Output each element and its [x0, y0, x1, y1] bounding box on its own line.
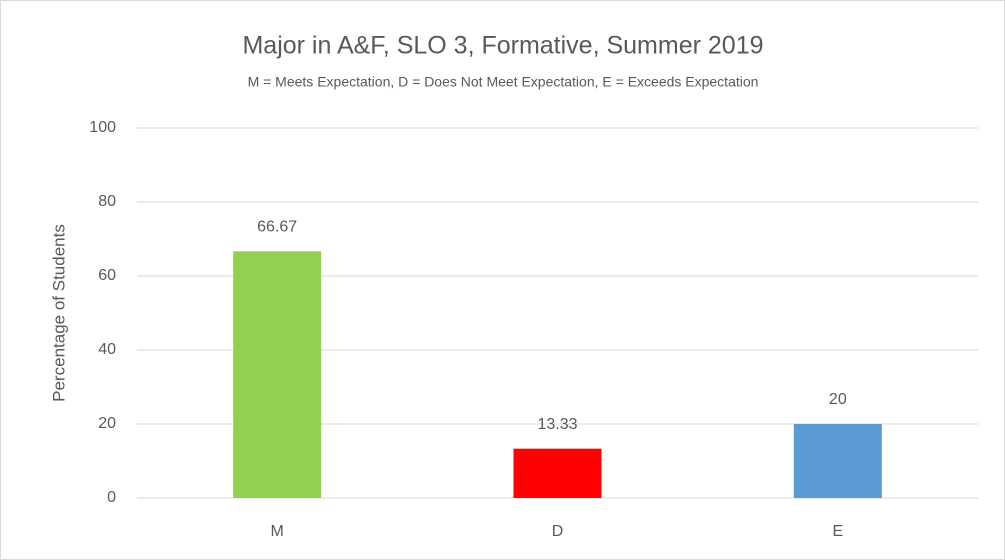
x-tick-label: E	[832, 523, 843, 540]
x-tick-label: M	[271, 523, 284, 540]
chart-title: Major in A&F, SLO 3, Formative, Summer 2…	[242, 32, 763, 60]
data-label: 20	[829, 391, 847, 408]
y-tick-label: 80	[98, 193, 116, 210]
bar	[793, 424, 882, 498]
data-label: 66.67	[257, 219, 297, 236]
y-axis-label: Percentage of Students	[49, 224, 68, 402]
x-tick-label: D	[552, 523, 564, 540]
y-tick-label: 40	[98, 341, 116, 358]
bar	[233, 251, 322, 498]
y-tick-label: 100	[89, 119, 116, 136]
chart-subtitle: M = Meets Expectation, D = Does Not Meet…	[248, 74, 759, 90]
bar	[513, 448, 602, 498]
data-label: 13.33	[537, 416, 577, 433]
y-tick-label: 60	[98, 267, 116, 284]
y-tick-label: 20	[98, 415, 116, 432]
y-tick-label: 0	[107, 489, 116, 506]
